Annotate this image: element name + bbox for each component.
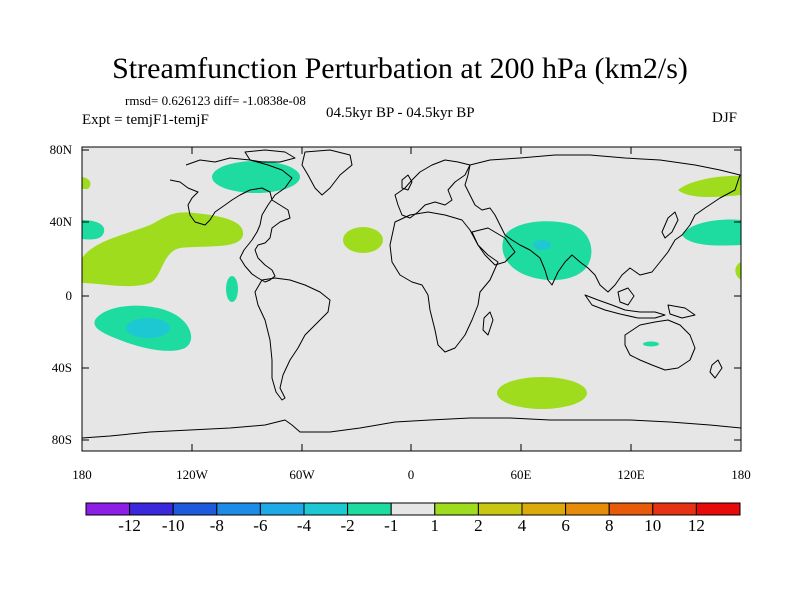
colorbar-label: -8 <box>209 516 224 535</box>
stats-text: rmsd= 0.626123 diff= -1.0838e-08 <box>125 93 306 108</box>
plot-background <box>82 147 741 451</box>
colorbar-swatch <box>565 502 610 516</box>
y-tick-label: 0 <box>65 288 73 303</box>
colorbar-swatch <box>695 502 741 516</box>
coast-north-america <box>169 157 293 283</box>
colorbar-swatch <box>608 502 654 516</box>
coast-south-america <box>254 277 331 401</box>
colorbar-label: 8 <box>604 516 614 535</box>
contour-kamchatka <box>678 175 741 198</box>
colorbar-label: -12 <box>118 516 141 535</box>
period-label: 04.5kyr BP - 04.5kyr BP <box>326 105 475 121</box>
coast-britain <box>401 174 413 191</box>
x-tick-label: 180 <box>731 467 751 482</box>
x-tick-label: 180 <box>72 467 92 482</box>
colorbar-swatch <box>303 502 349 516</box>
coast-arctic-islands <box>244 149 296 163</box>
coast-europe <box>394 159 471 219</box>
colorbar-label: -10 <box>161 516 185 535</box>
contour-south-asia <box>502 221 592 281</box>
x-tick-label: 60W <box>289 467 315 482</box>
x-axis-ticks <box>81 147 742 451</box>
coast-antarctica <box>82 417 741 439</box>
colorbar-label: 2 <box>474 516 483 535</box>
colorbar-label: 1 <box>430 516 440 535</box>
contour-south-pacific-core <box>126 318 170 338</box>
colorbar-swatch <box>477 502 523 516</box>
coast-australia <box>624 319 696 371</box>
y-tick-label: 40S <box>51 360 72 375</box>
contour-australia <box>643 341 659 347</box>
colorbar-swatch <box>259 502 305 516</box>
colorbar-label: -6 <box>253 516 268 535</box>
colorbar-swatch <box>434 502 479 516</box>
contour-east-pacific <box>226 276 238 302</box>
coast-indonesia <box>584 294 666 319</box>
colorbar-swatch <box>652 502 697 516</box>
colorbar <box>85 502 741 516</box>
coast-greenland <box>301 149 353 196</box>
x-tick-label: 120E <box>617 467 645 482</box>
contour-west-edge <box>82 220 105 240</box>
colorbar-swatch <box>347 502 392 516</box>
coast-borneo <box>617 287 635 306</box>
colorbar-swatch <box>85 502 131 516</box>
x-tick-label: 120W <box>176 467 208 482</box>
y-tick-label: 80N <box>49 142 72 157</box>
y-axis-ticks <box>82 149 741 441</box>
colorbar-label: -4 <box>296 516 312 535</box>
y-tick-label: 40N <box>49 214 72 229</box>
colorbar-swatch <box>521 502 567 516</box>
colorbar-label: 10 <box>644 516 662 535</box>
colorbar-swatch <box>129 502 174 516</box>
colorbar-label: -2 <box>340 516 355 535</box>
colorbar-label: 6 <box>561 516 570 535</box>
colorbar-swatch <box>216 502 261 516</box>
contour-southern-ocean <box>497 377 587 409</box>
chart-title: Streamfunction Perturbation at 200 hPa (… <box>112 52 688 85</box>
contour-atlantic <box>343 227 383 253</box>
coastlines <box>82 149 741 439</box>
x-tick-label: 0 <box>407 467 415 482</box>
colorbar-swatch <box>172 502 218 516</box>
colorbar-label: 12 <box>687 516 705 535</box>
coast-png <box>667 304 696 319</box>
coast-arabia <box>471 227 516 266</box>
coast-nz <box>709 359 723 379</box>
contour-nw-edge <box>82 177 91 189</box>
contour-wnp <box>682 219 741 246</box>
colorbar-label: -1 <box>384 516 399 535</box>
coast-africa <box>389 211 499 353</box>
coast-madagascar <box>482 311 494 336</box>
colorbar-label: 4 <box>517 516 527 535</box>
colorbar-swatch <box>390 502 436 516</box>
y-tick-label: 80S <box>51 432 72 447</box>
contour-east-edge <box>735 262 741 280</box>
contour-north-pacific <box>82 212 244 287</box>
contour-south-asia-core <box>533 240 551 250</box>
coast-asia <box>464 154 741 293</box>
contour-canada <box>212 161 300 193</box>
season-label: DJF <box>712 110 738 126</box>
coast-japan <box>661 211 679 239</box>
x-tick-label: 60E <box>510 467 532 482</box>
contour-fields <box>82 161 741 409</box>
experiment-label: Expt = temjF1-temjF <box>82 112 209 128</box>
